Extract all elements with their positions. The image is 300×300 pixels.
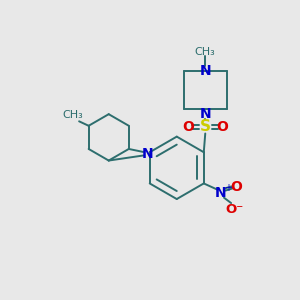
Text: CH₃: CH₃ [62, 110, 83, 120]
Text: O: O [217, 120, 228, 134]
Text: N: N [200, 64, 211, 78]
Text: CH₃: CH₃ [194, 47, 215, 57]
Text: O: O [230, 180, 242, 194]
Text: N: N [142, 147, 153, 161]
Text: S: S [200, 119, 211, 134]
Text: N: N [200, 107, 211, 122]
Text: +: + [224, 183, 232, 193]
Text: O⁻: O⁻ [226, 203, 244, 216]
Text: O: O [182, 120, 194, 134]
Text: N: N [215, 186, 227, 200]
